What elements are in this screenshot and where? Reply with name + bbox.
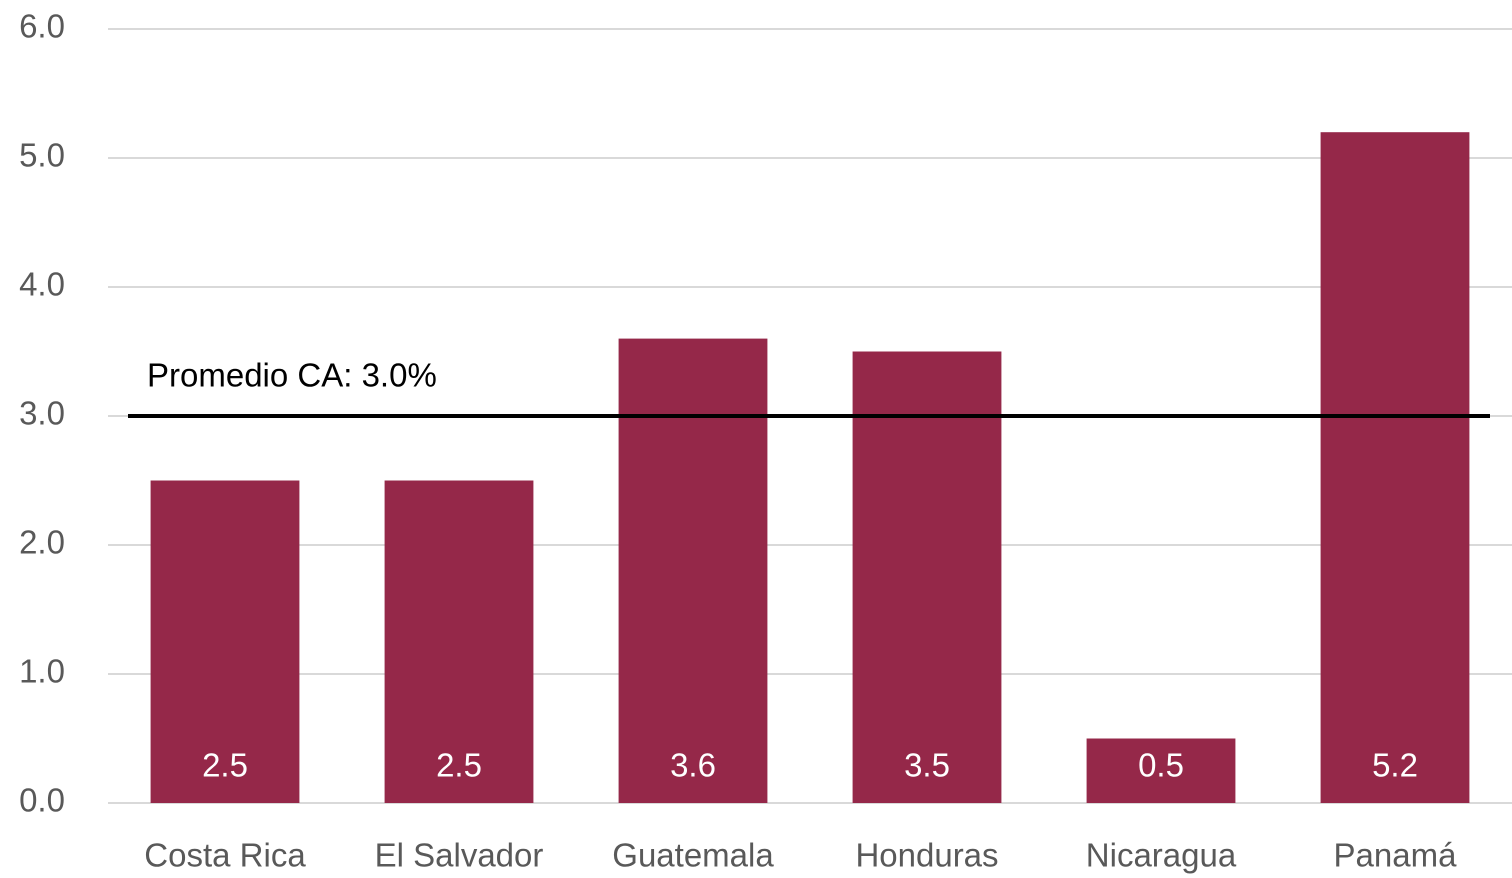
- data-label: 2.5: [202, 747, 248, 784]
- bar: [384, 480, 534, 803]
- bar: [1320, 132, 1470, 803]
- x-tick-label: Guatemala: [612, 837, 774, 874]
- data-label: 3.6: [670, 747, 716, 784]
- x-tick-label: Nicaragua: [1086, 837, 1237, 874]
- bar: [852, 351, 1002, 803]
- x-tick-label: Panamá: [1334, 837, 1458, 874]
- bar: [150, 480, 300, 803]
- bar: [1086, 738, 1236, 803]
- x-tick-label: Costa Rica: [144, 837, 306, 874]
- x-tick-label: El Salvador: [375, 837, 544, 874]
- x-tick-label: Honduras: [855, 837, 998, 874]
- data-label: 5.2: [1372, 747, 1418, 784]
- y-tick-label: 5.0: [19, 137, 65, 174]
- data-label: 2.5: [436, 747, 482, 784]
- data-label: 0.5: [1138, 747, 1184, 784]
- data-label: 3.5: [904, 747, 950, 784]
- y-tick-label: 0.0: [19, 782, 65, 819]
- y-tick-label: 2.0: [19, 524, 65, 561]
- reference-label: Promedio CA: 3.0%: [147, 357, 437, 394]
- y-tick-label: 6.0: [19, 8, 65, 45]
- y-tick-label: 3.0: [19, 395, 65, 432]
- bar: [618, 338, 768, 803]
- y-tick-label: 4.0: [19, 266, 65, 303]
- y-tick-label: 1.0: [19, 653, 65, 690]
